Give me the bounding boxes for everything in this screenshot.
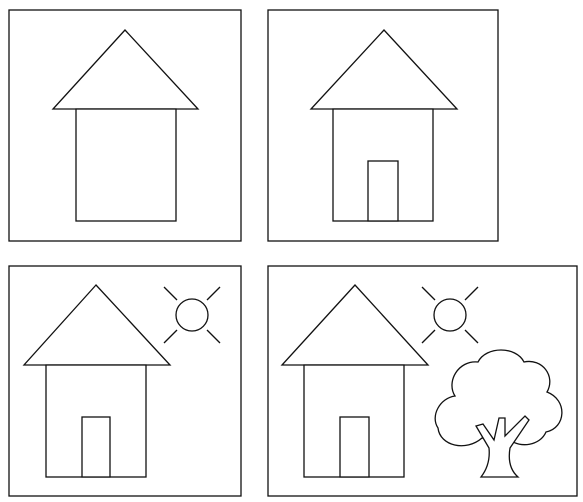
tree-4-trunk xyxy=(475,415,530,478)
house-2 xyxy=(309,29,459,222)
sun-4-ray xyxy=(464,286,479,301)
panel-1 xyxy=(8,9,242,242)
sun-3-ray xyxy=(163,329,178,344)
house-3-door xyxy=(81,416,111,478)
panel-3 xyxy=(8,265,242,497)
panel-2 xyxy=(267,9,499,242)
sun-4 xyxy=(421,286,479,344)
house-2-door xyxy=(367,160,399,222)
tree-4 xyxy=(434,349,563,478)
sun-3-ray xyxy=(163,286,178,301)
house-4-door xyxy=(339,416,370,478)
sun-3-ray xyxy=(206,329,221,344)
sun-3-disc xyxy=(175,298,209,332)
sun-4-ray xyxy=(464,329,479,344)
sun-4-ray xyxy=(421,286,436,301)
sun-4-disc xyxy=(433,298,467,332)
house-4 xyxy=(280,284,430,478)
house-1 xyxy=(51,29,200,222)
house-3 xyxy=(22,284,172,478)
panel-4 xyxy=(267,265,578,497)
sun-3-ray xyxy=(206,286,221,301)
sun-3 xyxy=(163,286,221,344)
tree-4-crown xyxy=(434,349,563,447)
sun-4-ray xyxy=(421,329,436,344)
house-1-walls xyxy=(75,108,177,222)
